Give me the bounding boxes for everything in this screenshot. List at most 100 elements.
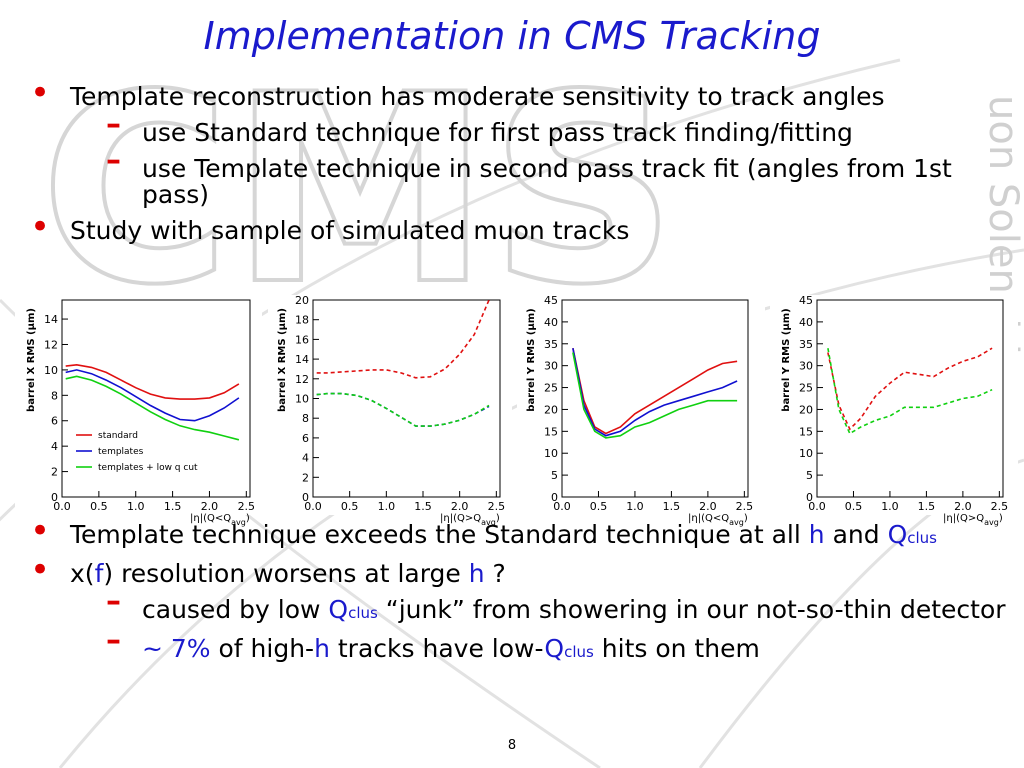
x-tick-label: 1.5 bbox=[663, 500, 681, 513]
x-axis-label-part: ) bbox=[246, 513, 250, 524]
y-tick-label: 18 bbox=[295, 314, 309, 327]
y-tick-label: 40 bbox=[544, 316, 558, 329]
text-run: caused by low bbox=[142, 595, 329, 624]
y-tick-label: 35 bbox=[544, 338, 558, 351]
legend-label: templates + low q cut bbox=[98, 463, 198, 473]
y-tick-label: 0 bbox=[806, 491, 813, 504]
bullet: Template reconstruction has moderate sen… bbox=[30, 80, 1015, 208]
legend-label: templates bbox=[98, 447, 144, 457]
y-tick-label: 40 bbox=[799, 316, 813, 329]
x-axis-label-part: |η|(Q>Q bbox=[440, 513, 481, 524]
series-line bbox=[65, 363, 240, 400]
text-run: clus bbox=[564, 643, 594, 661]
y-tick-label: 4 bbox=[302, 452, 309, 465]
text-run: h bbox=[314, 634, 330, 663]
y-tick-label: 20 bbox=[799, 403, 813, 416]
text-run: h bbox=[808, 520, 825, 549]
y-tick-label: 0 bbox=[51, 491, 58, 504]
x-axis-label-part: |η|(Q>Q bbox=[943, 513, 984, 524]
x-tick-label: 1.0 bbox=[626, 500, 644, 513]
y-tick-label: 20 bbox=[295, 294, 309, 307]
series-line bbox=[827, 348, 993, 435]
y-tick-label: 25 bbox=[799, 382, 813, 395]
chart-panel bbox=[268, 295, 512, 515]
x-tick-label: 1.5 bbox=[414, 500, 432, 513]
sub-bullet: use Standard technique for first pass tr… bbox=[106, 112, 1015, 147]
text-run: ) resolution worsens at large bbox=[103, 559, 469, 588]
text-run: Template reconstruction has moderate sen… bbox=[70, 82, 885, 111]
text-run: use Standard technique for first pass tr… bbox=[142, 118, 853, 147]
y-tick-label: 45 bbox=[544, 294, 558, 307]
bullet: x(f) resolution worsens at large h ?caus… bbox=[30, 557, 1015, 665]
plot-frame bbox=[561, 299, 749, 498]
plot-frame bbox=[816, 299, 1004, 498]
text-run: Template technique exceeds the Standard … bbox=[70, 520, 809, 549]
text-run: clus bbox=[907, 529, 937, 547]
x-tick-label: 2.5 bbox=[488, 500, 506, 513]
y-axis-label: barrel Y RMS (μm) bbox=[781, 308, 792, 411]
y-tick-label: 10 bbox=[799, 447, 813, 460]
x-tick-label: 2.0 bbox=[699, 500, 717, 513]
y-tick-label: 8 bbox=[302, 412, 309, 425]
x-tick-label: 1.0 bbox=[378, 500, 396, 513]
bullet: Template technique exceeds the Standard … bbox=[30, 518, 1015, 551]
x-tick-label: 2.5 bbox=[991, 500, 1009, 513]
y-tick-label: 5 bbox=[551, 469, 558, 482]
x-tick-label: 2.5 bbox=[238, 500, 256, 513]
x-tick-label: 0.5 bbox=[845, 500, 863, 513]
x-axis-label-part: ) bbox=[999, 513, 1003, 524]
x-axis-label-part: ) bbox=[496, 513, 500, 524]
series-line bbox=[572, 348, 738, 437]
x-tick-label: 0.0 bbox=[808, 500, 826, 513]
y-tick-label: 20 bbox=[544, 403, 558, 416]
chart-panel bbox=[770, 295, 1018, 515]
plot-frame bbox=[61, 299, 251, 498]
y-tick-label: 0 bbox=[551, 491, 558, 504]
y-tick-label: 8 bbox=[51, 389, 58, 402]
x-tick-label: 0.5 bbox=[590, 500, 608, 513]
x-axis-label-part: |η|(Q<Q bbox=[190, 513, 231, 524]
series-line bbox=[572, 348, 738, 435]
x-axis-label-part: ) bbox=[744, 513, 748, 524]
y-tick-label: 15 bbox=[799, 425, 813, 438]
x-tick-label: 1.5 bbox=[164, 500, 182, 513]
x-tick-label: 1.0 bbox=[127, 500, 145, 513]
series-line bbox=[65, 375, 240, 441]
x-tick-label: 0.5 bbox=[90, 500, 108, 513]
slide-title: Implementation in CMS Tracking bbox=[203, 14, 821, 58]
text-run: f bbox=[94, 559, 104, 588]
text-run: ? bbox=[484, 559, 506, 588]
text-run: Q bbox=[328, 595, 349, 624]
y-tick-label: 4 bbox=[51, 440, 58, 453]
y-tick-label: 16 bbox=[295, 333, 309, 346]
text-run: Q bbox=[887, 520, 908, 549]
y-tick-label: 0 bbox=[302, 491, 309, 504]
text-run: clus bbox=[348, 604, 378, 622]
y-tick-label: 45 bbox=[799, 294, 813, 307]
x-tick-label: 1.0 bbox=[881, 500, 899, 513]
x-tick-label: 2.0 bbox=[451, 500, 469, 513]
y-tick-label: 14 bbox=[295, 353, 309, 366]
bullet: Study with sample of simulated muon trac… bbox=[30, 214, 1015, 245]
series-line bbox=[827, 347, 993, 431]
sub-bullet: ~ 7% of high-h tracks have low-Qclus hit… bbox=[106, 628, 1015, 665]
series-line bbox=[316, 299, 490, 379]
y-tick-label: 30 bbox=[544, 360, 558, 373]
y-tick-label: 14 bbox=[44, 313, 58, 326]
bullets-top: Template reconstruction has moderate sen… bbox=[30, 80, 1015, 254]
series-line bbox=[572, 352, 738, 439]
text-run: x( bbox=[70, 559, 95, 588]
text-run: hits on them bbox=[593, 634, 760, 663]
x-tick-label: 0.5 bbox=[341, 500, 359, 513]
x-tick-label: 2.0 bbox=[201, 500, 219, 513]
y-tick-label: 15 bbox=[544, 425, 558, 438]
y-tick-label: 6 bbox=[302, 432, 309, 445]
text-run: “junk” from showering in our not-so-thin… bbox=[377, 595, 1006, 624]
text-run: Study with sample of simulated muon trac… bbox=[70, 216, 630, 245]
x-tick-label: 0.0 bbox=[553, 500, 571, 513]
x-tick-label: 1.5 bbox=[918, 500, 936, 513]
sub-bullet: caused by low Qclus “junk” from showerin… bbox=[106, 589, 1015, 626]
text-run: tracks have low- bbox=[329, 634, 545, 663]
